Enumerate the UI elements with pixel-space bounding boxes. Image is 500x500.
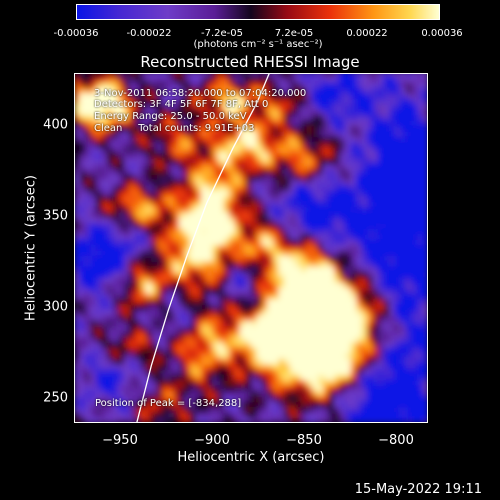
colorbar bbox=[76, 4, 440, 20]
x-axis-label: Heliocentric X (arcsec) bbox=[177, 450, 325, 465]
annotation-detectors: Detectors: 3F 4F 5F 6F 7F 8F, Att 0 bbox=[94, 99, 269, 110]
chart-title: Reconstructed RHESSI Image bbox=[140, 53, 360, 71]
annotation-peak: Position of Peak = [-834,288] bbox=[95, 398, 242, 409]
colorbar-tick: -0.00036 bbox=[53, 28, 99, 39]
colorbar-tick: 7.2e-05 bbox=[274, 28, 314, 39]
x-tick-label: −900 bbox=[194, 433, 230, 448]
x-tick-label: −950 bbox=[102, 433, 138, 448]
annotation-energy: Energy Range: 25.0 - 50.0 keV bbox=[94, 111, 247, 122]
annotation-counts: Clean Total counts: 9.91E+03 bbox=[94, 123, 255, 134]
heatmap-plot bbox=[74, 73, 428, 423]
y-axis-label: Heliocentric Y (arcsec) bbox=[23, 175, 39, 321]
colorbar-unit: (photons cm⁻² s⁻¹ asec⁻²) bbox=[193, 39, 323, 50]
solar-limb-curve bbox=[136, 73, 270, 423]
y-tick-label: 250 bbox=[43, 390, 68, 406]
annotation-time: 3-Nov-2011 06:58:20.000 to 07:04:20.000 bbox=[94, 88, 307, 99]
footer-date: 15-May-2022 19:11 bbox=[354, 482, 482, 497]
x-tick-label: −850 bbox=[286, 433, 322, 448]
colorbar-tick: 0.00022 bbox=[346, 28, 388, 39]
x-tick-label: −800 bbox=[378, 433, 414, 448]
y-tick-label: 350 bbox=[43, 208, 68, 224]
y-tick-label: 300 bbox=[43, 299, 68, 315]
y-tick-label: 400 bbox=[43, 117, 68, 133]
colorbar-tick: -0.00022 bbox=[126, 28, 172, 39]
colorbar-tick: -7.2e-05 bbox=[201, 28, 243, 39]
heatmap-svg bbox=[74, 73, 428, 423]
colorbar-tick: 0.00036 bbox=[421, 28, 463, 39]
